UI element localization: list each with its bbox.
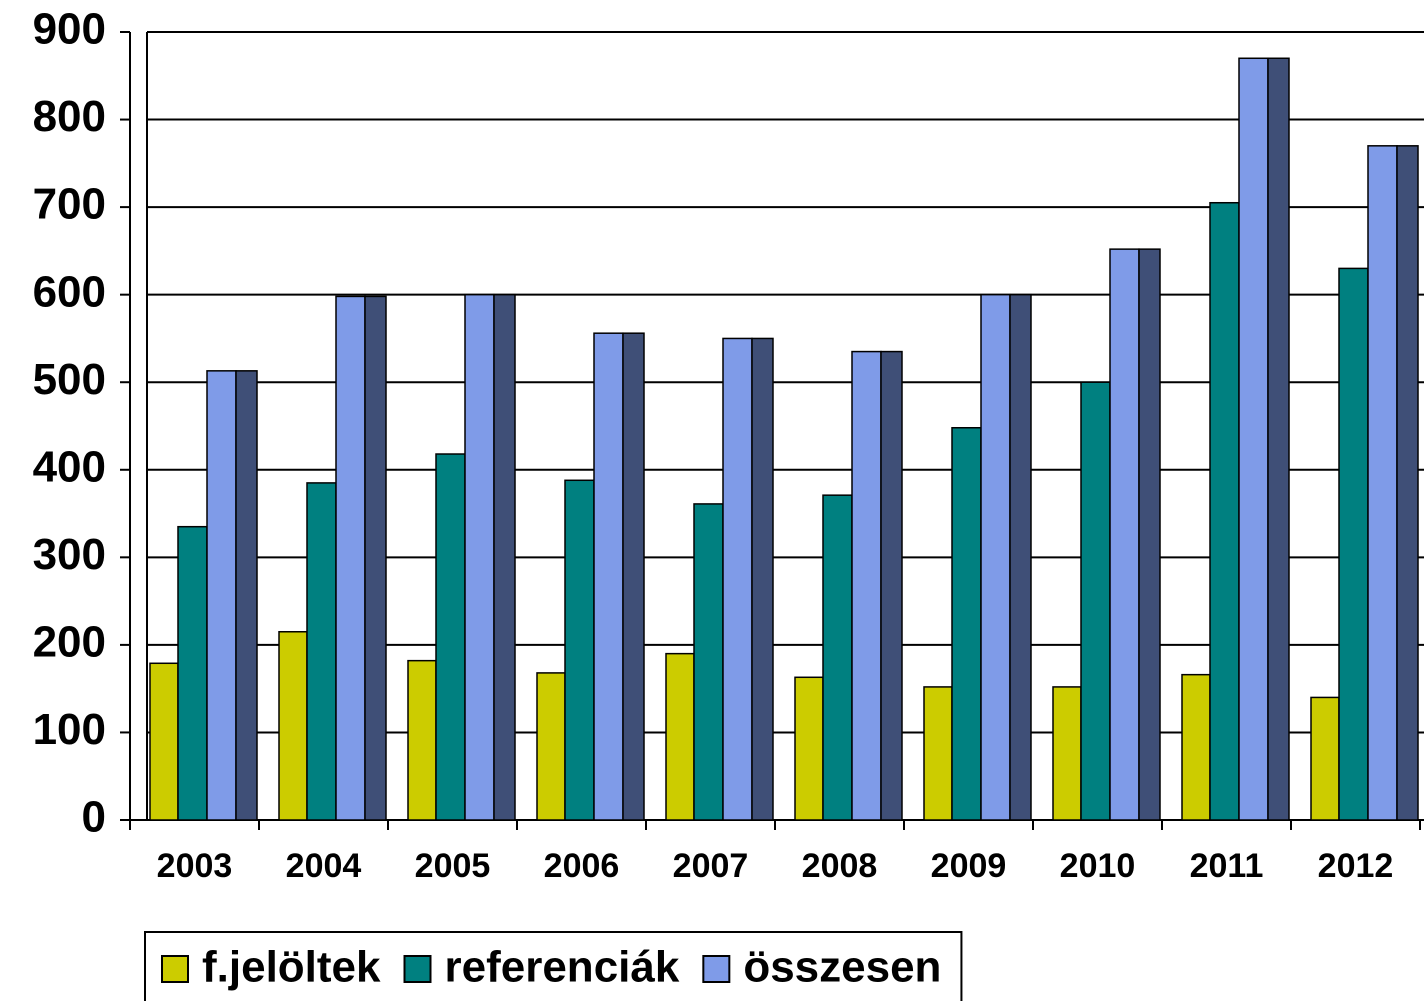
bar — [1080, 381, 1111, 821]
bar-side — [751, 337, 774, 821]
bar — [278, 631, 308, 821]
legend-label: referenciák — [445, 943, 680, 992]
bar — [851, 350, 882, 821]
bar-side — [1267, 57, 1290, 821]
x-tick-label: 2007 — [673, 847, 749, 885]
bar — [1109, 248, 1140, 821]
legend-label: f.jelöltek — [202, 943, 381, 992]
bar — [1238, 57, 1269, 821]
x-tick-label: 2004 — [286, 847, 362, 885]
legend-swatch — [702, 955, 731, 983]
x-tick-label: 2012 — [1318, 847, 1394, 885]
bar — [794, 676, 824, 821]
bar — [980, 293, 1011, 821]
bar-side — [1396, 145, 1419, 821]
bar — [435, 453, 466, 821]
legend-box — [144, 931, 963, 1001]
bar — [1310, 696, 1340, 821]
legend-swatch — [161, 955, 189, 983]
y-tick-label: 200 — [33, 618, 106, 667]
bar-side — [235, 370, 258, 821]
x-tick-label: 2006 — [544, 847, 620, 885]
bar-side — [493, 293, 516, 821]
legend-label: összesen — [743, 943, 941, 992]
y-tick-label: 500 — [33, 355, 106, 404]
bar — [536, 672, 566, 821]
bar — [1181, 673, 1211, 821]
bar — [464, 293, 495, 821]
y-tick-label: 900 — [33, 5, 106, 54]
bar — [407, 659, 437, 821]
bar — [1052, 686, 1082, 821]
bar — [665, 652, 695, 821]
bar-side — [1138, 248, 1161, 821]
x-tick-label: 2005 — [415, 847, 491, 885]
bar — [951, 427, 982, 821]
bar — [149, 662, 179, 821]
x-tick-label: 2010 — [1060, 847, 1136, 885]
bar — [722, 337, 753, 821]
bar-side — [1009, 293, 1032, 821]
y-tick-label: 100 — [33, 705, 106, 754]
bar — [177, 525, 208, 821]
bar — [306, 482, 337, 821]
bar — [1209, 201, 1240, 821]
y-tick-label: 600 — [33, 267, 106, 316]
y-tick-label: 300 — [33, 530, 106, 579]
bar — [1367, 145, 1398, 821]
bar — [923, 686, 953, 821]
bar — [335, 295, 366, 821]
y-tick-label: 400 — [33, 442, 106, 491]
bar — [564, 479, 595, 821]
bar-side — [622, 332, 645, 821]
y-tick-label: 800 — [33, 92, 106, 141]
bar — [206, 370, 237, 821]
bar-side — [880, 350, 903, 821]
legend: f.jelöltek referenciák összesen — [144, 931, 963, 1001]
x-tick-label: 2008 — [802, 847, 878, 885]
x-tick-label: 2011 — [1190, 847, 1264, 885]
bar — [593, 332, 624, 821]
bar — [1338, 267, 1369, 821]
x-tick-label: 2003 — [157, 847, 233, 885]
x-tick-label: 2009 — [931, 847, 1007, 885]
bar — [693, 503, 724, 821]
y-tick-label: 700 — [33, 180, 106, 229]
legend-swatch — [403, 955, 432, 983]
bar-side — [364, 295, 387, 821]
y-tick-label: 0 — [82, 793, 106, 842]
bar — [822, 494, 853, 821]
